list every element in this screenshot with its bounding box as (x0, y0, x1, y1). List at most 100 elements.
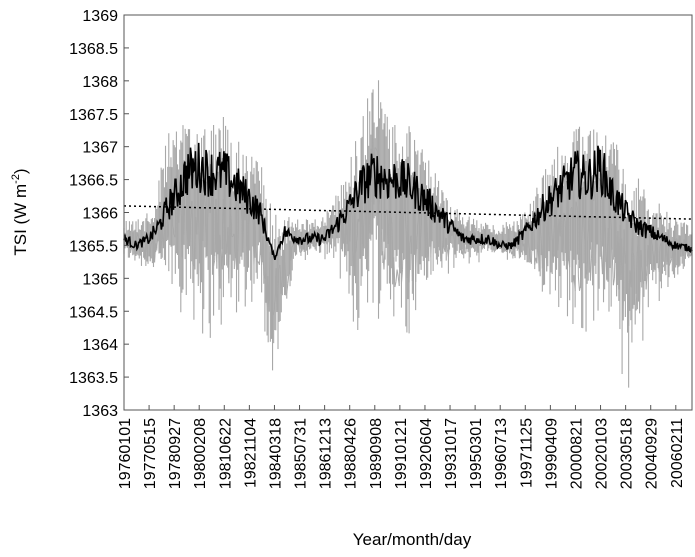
daily-segment (427, 246, 430, 258)
daily-segment (645, 270, 648, 290)
daily-segment (395, 269, 398, 282)
daily-segment (255, 250, 258, 263)
daily-segment (349, 203, 352, 242)
daily-segment (474, 232, 477, 239)
daily-segment (651, 242, 654, 252)
daily-segment (447, 242, 451, 257)
daily-segment (350, 203, 353, 216)
daily-segment (294, 243, 298, 256)
daily-segment (273, 301, 276, 313)
y-tick-label: 1365 (82, 271, 118, 288)
y-tick-label: 1363 (82, 403, 118, 420)
daily-segment (193, 240, 196, 267)
daily-segment (595, 192, 598, 264)
daily-segment (677, 235, 680, 268)
y-tick-label: 1367 (82, 140, 118, 157)
daily-segment (287, 273, 290, 284)
x-tick-label: 19780927 (167, 418, 184, 489)
daily-segment (391, 222, 394, 285)
daily-segment (640, 249, 643, 271)
daily-segment (528, 246, 531, 260)
daily-segment (171, 215, 174, 227)
daily-segment (374, 147, 377, 149)
daily-segment (639, 249, 642, 314)
daily-segment (230, 215, 233, 237)
y-tick-label: 1364.5 (69, 304, 118, 321)
daily-segment (610, 219, 613, 255)
daily-segment (644, 238, 647, 290)
x-tick-label: 19880426 (343, 418, 360, 489)
daily-segment (574, 201, 577, 292)
daily-segment (375, 148, 378, 152)
daily-segment (354, 251, 356, 253)
daily-segment (228, 201, 231, 284)
daily-segment (541, 244, 544, 269)
daily-segment (557, 218, 560, 251)
daily-segment (660, 243, 664, 268)
daily-segment (464, 252, 467, 254)
daily-segment (584, 241, 587, 270)
daily-segment (246, 223, 250, 272)
y-axis-title-close: ) (11, 168, 30, 174)
daily-segment (582, 187, 585, 232)
daily-segment (277, 268, 280, 292)
daily-segment (254, 220, 257, 252)
y-axis-title-exponent: -2 (10, 174, 22, 184)
daily-segment (167, 219, 170, 240)
daily-segment (355, 240, 358, 252)
daily-segment (440, 252, 443, 262)
daily-segment (222, 199, 225, 225)
y-tick-label: 1367.5 (69, 107, 118, 124)
smoothed-line (123, 142, 693, 260)
daily-segment (161, 208, 164, 249)
x-tick-label: 19840318 (267, 418, 284, 489)
y-tick-label: 1368.5 (69, 41, 118, 58)
daily-segment (668, 263, 671, 267)
daily-segment (506, 250, 508, 253)
daily-segment (601, 238, 605, 275)
daily-segment (240, 205, 243, 221)
daily-segment (670, 257, 673, 261)
daily-segment (404, 192, 407, 231)
daily-segment (291, 245, 294, 247)
daily-segment (577, 276, 580, 291)
daily-segment (566, 198, 570, 260)
daily-segment (625, 251, 629, 281)
daily-segment (426, 219, 429, 258)
daily-segment (511, 250, 514, 255)
x-tick-label: 19920604 (418, 418, 435, 489)
daily-segment (262, 236, 265, 276)
daily-segment (237, 190, 240, 252)
daily-segment (418, 191, 421, 255)
daily-segment (219, 234, 222, 254)
x-tick-label: 20000821 (568, 418, 585, 489)
daily-segment (576, 206, 579, 277)
x-tick-label: 19890908 (368, 418, 385, 489)
x-tick-label: 19960713 (493, 418, 510, 489)
daily-segment (197, 176, 200, 240)
daily-segment (688, 252, 691, 257)
daily-segment (552, 228, 555, 263)
daily-segment (554, 197, 558, 220)
x-tick-label: 19861213 (318, 418, 335, 489)
daily-segment (612, 278, 615, 286)
daily-segment (604, 216, 607, 254)
x-tick-label: 19821104 (242, 418, 259, 488)
daily-segment (154, 243, 157, 263)
daily-segment (384, 212, 387, 245)
daily-segment (309, 241, 312, 250)
daily-segment (658, 245, 661, 272)
daily-segment (218, 234, 221, 283)
daily-segment (313, 238, 316, 244)
x-tick-label: 19760101 (117, 418, 134, 489)
daily-segment (632, 252, 635, 256)
y-tick-label: 1368 (82, 74, 118, 91)
x-tick-label: 19990409 (543, 418, 560, 489)
daily-segment (346, 220, 349, 245)
daily-segment (542, 226, 546, 245)
daily-segment (130, 246, 133, 253)
x-tick-label: 19931017 (443, 418, 460, 489)
daily-segment (571, 207, 574, 285)
x-axis: 19760101 19770515 19780927 19800208 19810622… (117, 405, 686, 489)
daily-segment (157, 223, 160, 236)
